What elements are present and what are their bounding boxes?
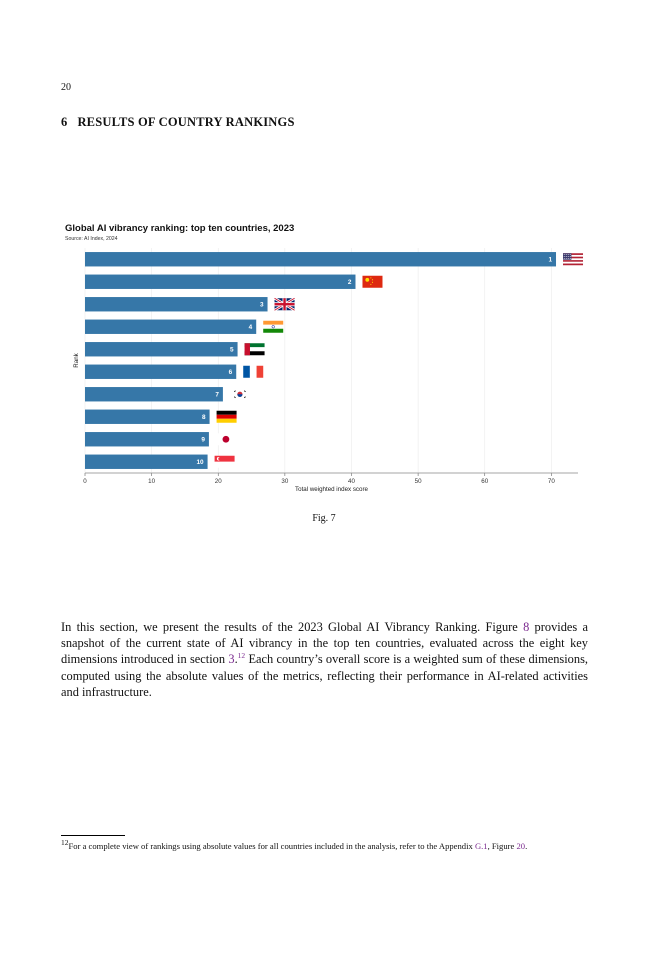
bar-chart: 1 2 3 4 5 6 7 8 9 10 0 10 20 30 40 50 60 70 Total weighte… [73, 248, 584, 493]
france-flag-icon [243, 365, 264, 378]
bar-rank-6 [85, 364, 237, 379]
section-title: RESULTS OF COUNTRY RANKINGS [77, 115, 295, 129]
singapore-flag-icon [214, 455, 235, 468]
chart-axes: 0 10 20 30 40 50 60 70 Total weighted index scor… [73, 352, 578, 493]
x-tick-label: 0 [83, 478, 87, 485]
bar-rank-label: 5 [230, 347, 234, 354]
south-korea-flag-icon [229, 388, 250, 401]
chart-bars: 1 2 3 4 5 6 7 8 9 10 [85, 252, 557, 469]
footnote-text-3: . [525, 841, 528, 851]
x-tick-label: 40 [348, 478, 355, 485]
x-tick-label: 60 [481, 478, 488, 485]
x-tick-label: 30 [281, 478, 288, 485]
body-paragraph: In this section, we present the results … [61, 619, 588, 700]
page-number: 20 [61, 82, 71, 93]
footnote: 12For a complete view of rankings using … [61, 838, 589, 854]
bar-rank-label: 2 [348, 279, 352, 286]
chart-title: Global AI vibrancy ranking: top ten coun… [65, 223, 295, 234]
figure-caption: Fig. 7 [312, 513, 336, 524]
section-3-link[interactable]: 3 [228, 652, 235, 667]
bar-rank-9 [85, 432, 209, 447]
footnote-text-1: For a complete view of rankings using ab… [68, 841, 475, 851]
figure: 1 2 3 4 5 6 7 8 9 10 0 10 20 30 40 50 60 70 Total weighte… [60, 220, 590, 500]
footnote-text-2: , Figure [487, 841, 517, 851]
section-heading: 6 RESULTS OF COUNTRY RANKINGS [61, 115, 295, 130]
china-flag-icon [362, 275, 383, 288]
bar-rank-8 [85, 409, 210, 424]
bar-rank-7 [85, 387, 223, 402]
bar-rank-label: 3 [260, 302, 264, 309]
germany-flag-icon [216, 410, 237, 423]
footnote-rule [61, 835, 125, 836]
us-flag-icon [563, 253, 584, 266]
section-number: 6 [61, 115, 68, 129]
bar-rank-label: 9 [201, 437, 205, 444]
paragraph-text-4: Each country’s overall score is a weight… [61, 652, 588, 699]
bar-rank-1 [85, 252, 557, 267]
appendix-g1-link[interactable]: G.1 [474, 841, 488, 851]
footnote-mark: 12 [61, 838, 69, 848]
x-tick-label: 20 [215, 478, 222, 485]
chart-source: Source: AI Index, 2024 [65, 236, 118, 242]
x-tick-label: 50 [415, 478, 422, 485]
india-flag-icon [263, 320, 284, 333]
bar-rank-4 [85, 319, 257, 334]
paragraph-text-3: . [234, 652, 238, 667]
bar-rank-10 [85, 454, 208, 469]
bar-rank-label: 7 [215, 392, 219, 399]
chart-flags [214, 253, 584, 468]
x-axis-label: Total weighted index score [295, 486, 368, 493]
figure-8-link[interactable]: 8 [523, 620, 530, 634]
footnote-12-mark[interactable]: 12 [237, 651, 246, 661]
bar-rank-label: 1 [548, 257, 552, 264]
x-tick-label: 10 [148, 478, 155, 485]
bar-rank-label: 8 [202, 414, 206, 421]
bar-rank-label: 4 [249, 324, 253, 331]
bar-rank-label: 6 [229, 369, 233, 376]
bar-rank-5 [85, 342, 238, 357]
bar-rank-2 [85, 274, 356, 289]
paragraph-text-1: In this section, we present the results … [61, 620, 524, 634]
y-axis-label: Rank [73, 352, 80, 367]
figure-20-link[interactable]: 20 [516, 841, 526, 851]
paragraph-text-2: provides a snapshot of the current state… [61, 620, 588, 667]
japan-flag-icon [215, 433, 236, 446]
x-tick-label: 70 [548, 478, 555, 485]
uae-flag-icon [244, 343, 265, 356]
uk-flag-icon [273, 297, 296, 312]
bar-rank-label: 10 [196, 459, 204, 466]
bar-rank-3 [85, 297, 268, 312]
